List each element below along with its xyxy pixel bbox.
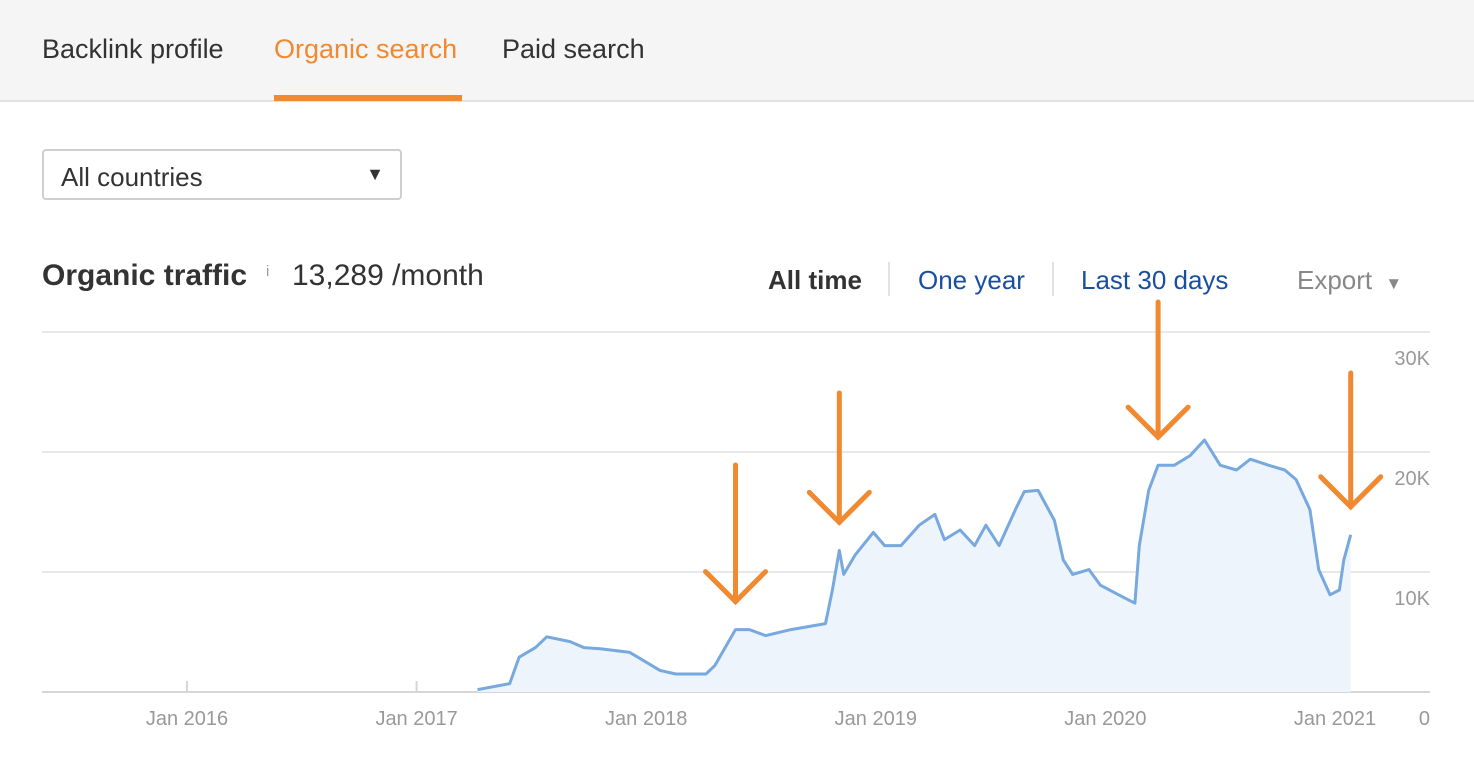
range-last-30-days[interactable]: Last 30 days xyxy=(1081,265,1229,295)
annotation-arrow xyxy=(1318,370,1384,511)
range-one-year[interactable]: One year xyxy=(918,265,1025,295)
x-tick-label: Jan 2020 xyxy=(1064,708,1146,730)
caret-down-icon: ▼ xyxy=(366,164,384,184)
x-tick-label: Jan 2021 xyxy=(1294,708,1376,730)
x-tick-label: Jan 2016 xyxy=(146,708,228,730)
annotation-arrow xyxy=(703,462,769,606)
export-label: Export xyxy=(1297,265,1373,295)
caret-down-icon: ▼ xyxy=(1385,274,1403,293)
x-tick-label: Jan 2018 xyxy=(605,708,687,730)
range-all-time[interactable]: All time xyxy=(768,265,862,295)
country-select-value: All countries xyxy=(61,162,203,192)
x-tick-label: Jan 2017 xyxy=(375,708,457,730)
divider xyxy=(888,262,890,296)
y-tick-label: 30K xyxy=(1394,348,1430,370)
report-tabs-bar: Backlink profile Organic search Paid sea… xyxy=(0,0,1474,102)
y-tick-label: 10K xyxy=(1394,588,1430,610)
arrow-head xyxy=(1318,474,1384,511)
country-select[interactable]: All countries ▼ xyxy=(42,149,402,200)
arrow-head xyxy=(806,489,872,526)
active-tab-indicator xyxy=(274,95,462,101)
tab-backlink-profile[interactable]: Backlink profile xyxy=(42,34,224,64)
export-button[interactable]: Export ▼ xyxy=(1297,265,1402,296)
y-tick-label: 20K xyxy=(1394,468,1430,490)
metric-title: Organic traffic xyxy=(42,259,248,292)
arrow-head xyxy=(703,569,769,606)
x-tick-label: Jan 2019 xyxy=(835,708,917,730)
arrow-head xyxy=(1125,404,1191,441)
tab-paid-search[interactable]: Paid search xyxy=(502,34,645,64)
info-icon[interactable]: i xyxy=(266,263,270,280)
annotation-arrow xyxy=(1125,299,1191,441)
annotation-arrow xyxy=(806,390,872,526)
traffic-area xyxy=(477,440,1351,692)
traffic-line xyxy=(477,438,1353,692)
tab-organic-search[interactable]: Organic search xyxy=(274,34,458,64)
metric-value: 13,289 /month xyxy=(292,259,484,292)
divider xyxy=(1052,262,1054,296)
y-tick-label: 0 xyxy=(1419,708,1430,730)
